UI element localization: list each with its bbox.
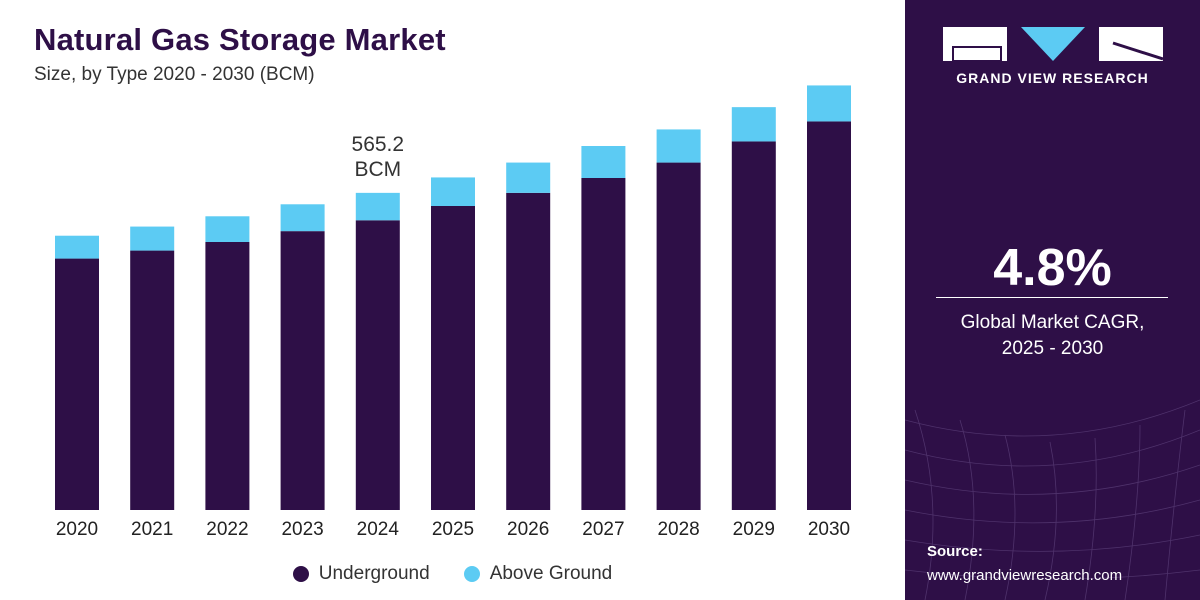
source-label: Source: (927, 543, 983, 560)
bar-above-ground-2029 (731, 107, 776, 142)
brand-name: GRAND VIEW RESEARCH (956, 70, 1149, 86)
chart-title: Natural Gas Storage Market (34, 22, 446, 57)
x-tick-label-2030: 2030 (808, 519, 850, 540)
bar-above-ground-2026 (506, 162, 551, 193)
bar-underground-2024 (355, 220, 400, 511)
bar-underground-2028 (656, 162, 701, 511)
legend-label-above-ground: Above Ground (489, 563, 613, 584)
bar-above-ground-2027 (581, 146, 626, 178)
divider (936, 297, 1168, 298)
x-tick-label-2026: 2026 (507, 519, 549, 540)
chart-panel: Natural Gas Storage Market Size, by Type… (0, 22, 905, 588)
x-tick-label-2021: 2021 (131, 519, 173, 540)
bar-underground-2021 (130, 250, 175, 511)
x-tick-label-2023: 2023 (281, 519, 323, 540)
wireframe-mesh-decoration (905, 399, 1200, 600)
cagr-label: Global Market CAGR, 2025 - 2030 (905, 310, 1200, 362)
x-tick-label-2022: 2022 (206, 519, 248, 540)
cagr-label-line2: 2025 - 2030 (1001, 338, 1104, 359)
bar-above-ground-2021 (130, 226, 175, 251)
bar-above-ground-2023 (280, 204, 325, 232)
grand-view-research-logo (943, 27, 1163, 62)
legend-item-underground: Underground (292, 563, 430, 585)
stacked-bar-chart: 2020 2021 2022 2023 2024 2025 2026 2027 2028 2029… (55, 85, 851, 540)
legend-label-underground: Underground (318, 563, 430, 584)
bar-underground-2027 (581, 178, 626, 510)
cagr-value: 4.8% (993, 239, 1112, 297)
bar-above-ground-2022 (205, 216, 250, 242)
bar-underground-2022 (205, 242, 250, 510)
annotation-2024-line2: BCM (354, 158, 401, 181)
bar-above-ground-2028 (656, 129, 701, 163)
x-tick-label-2020: 2020 (56, 519, 98, 540)
x-tick-label-2029: 2029 (733, 519, 775, 540)
legend: Underground Above Ground (0, 560, 905, 588)
bar-above-ground-2025 (431, 177, 475, 206)
bar-underground-2025 (431, 206, 475, 510)
bar-underground-2023 (280, 231, 325, 510)
legend-swatch-above-ground (463, 566, 480, 582)
bar-underground-2029 (731, 141, 776, 510)
x-axis-tick-labels: 2020 2021 2022 2023 2024 2025 2026 2027 2028 2029… (56, 519, 850, 540)
x-tick-label-2024: 2024 (357, 519, 400, 540)
bar-underground-2026 (506, 192, 551, 510)
x-tick-label-2025: 2025 (432, 519, 474, 540)
bars-group (55, 85, 851, 511)
bar-above-ground-2030 (807, 85, 851, 122)
chart-subtitle: Size, by Type 2020 - 2030 (BCM) (34, 64, 315, 85)
bar-above-ground-2024 (355, 192, 400, 221)
annotation-2024-line1: 565.2 (352, 133, 405, 156)
legend-item-above-ground: Above Ground (463, 563, 613, 585)
sidebar-panel: GRAND VIEW RESEARCH 4.8% Global Market C… (905, 0, 1200, 600)
cagr-label-line1: Global Market CAGR, (960, 312, 1145, 333)
bar-underground-2030 (807, 121, 851, 510)
x-tick-label-2028: 2028 (657, 519, 699, 540)
x-tick-label-2027: 2027 (582, 519, 624, 540)
bar-underground-2020 (55, 258, 99, 510)
legend-swatch-underground (292, 566, 309, 582)
source-url[interactable]: www.grandviewresearch.com (927, 567, 1123, 584)
bar-above-ground-2020 (55, 235, 99, 259)
